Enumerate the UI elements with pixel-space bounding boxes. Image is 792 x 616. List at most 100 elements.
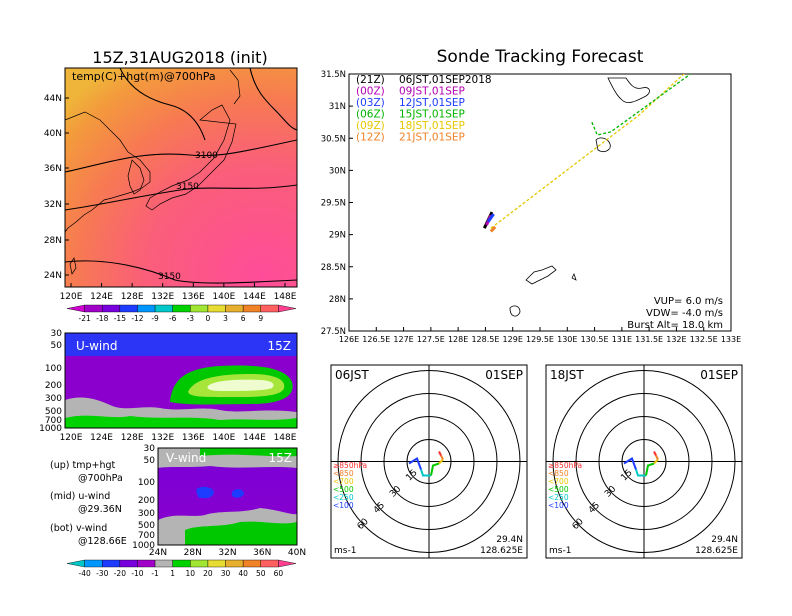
legend-up-line1: (up) tmp+hgt (50, 460, 116, 471)
colorbar-swatch (278, 304, 297, 313)
lat-tick-label: 40N (44, 129, 62, 139)
colorbar-tick-label: -15 (114, 314, 126, 323)
left-title: 15Z,31AUG2018 (init) (92, 48, 267, 67)
pressure-tick-label: 300 (138, 509, 155, 519)
island-tanegashima (607, 77, 650, 103)
colorbar-swatch (84, 304, 103, 313)
temp-map-panel: temp(C)+hgt(m)@700hPa 3100 3150 3150 44N… (44, 67, 298, 302)
lat-tick-label: 40N (288, 548, 306, 558)
temp-colorbar: -21 -18 -15 -12 -9 -6 -3 0 3 6 9 (66, 304, 297, 323)
colorbar-swatch (260, 304, 279, 313)
coastline-taiwan (69, 257, 77, 275)
uwind-time: 15Z (268, 339, 292, 353)
hodograph-date: 01SEP (485, 368, 523, 382)
lat-tick-label: 29N (329, 231, 346, 241)
hodograph-time: 06JST (335, 368, 369, 382)
legend-entry: (12Z) 21JST,01SEP (356, 132, 465, 144)
contour-label-3150-south: 3150 (158, 272, 181, 282)
lon-tick-label: 131.5E (635, 335, 663, 344)
lon-tick-label: 128E (121, 292, 144, 302)
vwind-top-green (200, 448, 297, 457)
hodograph-trace (653, 451, 657, 456)
colorbar-swatch (172, 559, 191, 568)
colorbar-swatch (190, 304, 209, 313)
colorbar-swatch (119, 304, 138, 313)
colorbar-swatch (207, 304, 226, 313)
pressure-tick-label: 200 (45, 381, 62, 391)
lon-tick-label: 128E (121, 433, 144, 443)
pressure-tick-label: 700 (45, 416, 62, 426)
legend-mid-line1: (mid) u-wind (50, 491, 110, 502)
lon-tick-label: 130.5E (581, 335, 609, 344)
colorbar-tick-label: 10 (186, 569, 196, 578)
lat-tick-label: 32N (44, 200, 62, 210)
colorbar-swatch (207, 559, 226, 568)
trajectory-cluster (486, 213, 495, 223)
lon-tick-label: 136E (182, 292, 205, 302)
pressure-tick-label: 100 (45, 364, 62, 374)
colorbar-tick-label: 3 (223, 314, 228, 323)
hodograph-trace (635, 469, 646, 477)
colorbar-tick-label: 6 (241, 314, 246, 323)
legend-mid-line2: @29.36N (78, 504, 122, 515)
hodograph-trace (420, 469, 431, 477)
lon-tick-label: 144E (243, 433, 266, 443)
colorbar-tick-label: 0 (206, 314, 211, 323)
hodograph-date: 01SEP (700, 368, 738, 382)
pressure-tick-label: 30 (51, 329, 63, 339)
lon-tick-label: 127E (393, 335, 413, 344)
colorbar-swatch (225, 304, 244, 313)
lat-tick-label: 31N (329, 102, 346, 112)
lon-tick-label: 140E (212, 292, 235, 302)
trajectory-cluster (489, 225, 497, 233)
param-burst-alt: Burst Alt= 18.0 km (627, 320, 723, 331)
colorbar-swatch (225, 559, 244, 568)
colorbar-swatch (137, 559, 156, 568)
temp-map-label: temp(C)+hgt(m)@700hPa (72, 70, 216, 83)
colorbar-tick-label: 30 (221, 569, 231, 578)
param-vup: VUP= 6.0 m/s (654, 296, 723, 307)
lat-tick-label: 29.5N (321, 199, 346, 209)
lon-tick-label: 124E (90, 292, 113, 302)
lon-tick-label: 132.5E (690, 335, 718, 344)
colorbar-tick-label: 1 (170, 569, 175, 578)
param-vdw: VDW= -4.0 m/s (646, 308, 723, 319)
lon-tick-label: 120E (60, 292, 83, 302)
vwind-lat-ticks: 24N 28N 32N 36N 40N (149, 548, 306, 558)
colorbar-swatch (119, 559, 138, 568)
pressure-tick-label: 300 (45, 394, 62, 404)
colorbar-tick-label: -10 (131, 569, 143, 578)
uwind-frame (64, 332, 298, 429)
colorbar-swatch (137, 304, 156, 313)
legend-entry: (00Z) 09JST,01SEP (356, 86, 465, 98)
lat-tick-label: 36N (253, 548, 271, 558)
legend-bot-line2: @128.66E (78, 536, 127, 547)
hodograph-lon: 128.625E (695, 546, 738, 556)
uwind-low-green (65, 415, 297, 428)
hodograph-trace (430, 462, 440, 476)
colorbar-swatch (278, 559, 297, 568)
colorbar-swatch (66, 559, 85, 568)
colorbar-tick-label: -6 (169, 314, 177, 323)
colorbar-tick-label: 50 (256, 569, 266, 578)
hodograph-trace (438, 458, 444, 465)
hodograph-time: 18JST (550, 368, 584, 382)
temp-map-lon-ticks: 120E 124E 128E 132E 136E 140E 144E 148E (60, 283, 297, 302)
pressure-tick-label: 1000 (132, 541, 155, 551)
height-contour-3100 (65, 139, 297, 173)
lat-tick-label: 44N (44, 94, 62, 104)
uwind-lon-ticks: 120E 124E 128E 132E 136E 140E 144E 148E (60, 433, 297, 443)
lon-tick-label: 133E (721, 335, 741, 344)
lon-tick-label: 140E (212, 433, 235, 443)
hodograph-trace (408, 456, 422, 470)
lat-tick-label: 24N (149, 548, 167, 558)
hodograph-lon: 128.625E (480, 546, 523, 556)
hodograph-trace (655, 455, 659, 460)
pressure-level-label: <100 (333, 501, 354, 510)
temp-map-frame (64, 67, 298, 288)
tracking-panel: 31.5N 31N 30.5N 30N 29.5N 29N 28.5N 28N 27.5N 12… (321, 70, 741, 344)
